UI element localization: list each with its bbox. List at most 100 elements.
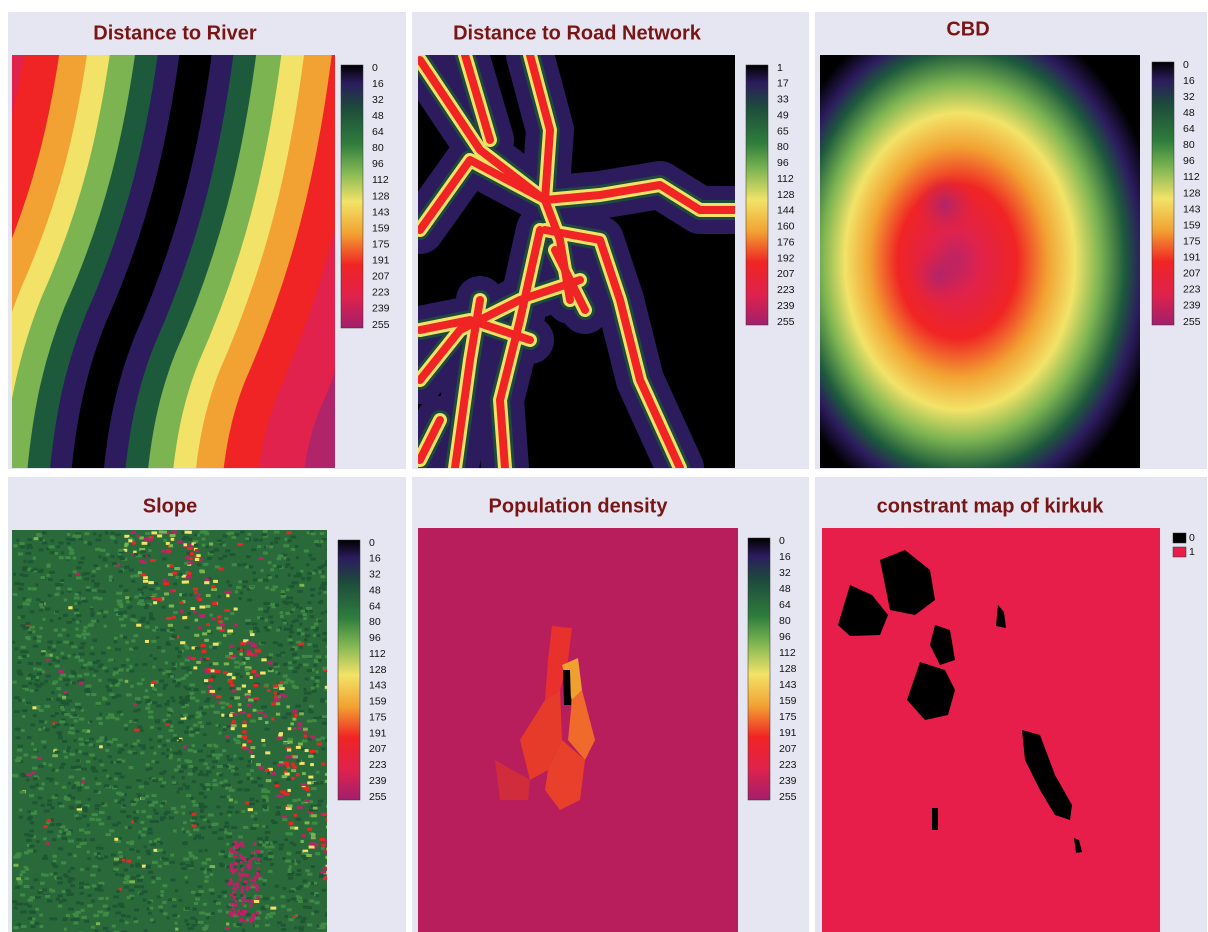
slope-cell — [160, 628, 166, 632]
slope-cell — [22, 574, 29, 578]
slope-cell — [104, 564, 109, 568]
slope-cell — [107, 678, 111, 682]
slope-cell — [252, 626, 259, 630]
slope-cell — [227, 785, 232, 789]
slope-cell — [324, 779, 327, 783]
slope-cell — [115, 911, 122, 915]
slope-cell — [136, 682, 143, 686]
slope-cell — [128, 848, 135, 852]
slope-cell — [281, 716, 288, 720]
slope-cell — [162, 743, 167, 747]
slope-cell — [288, 634, 292, 638]
slope-cell — [159, 804, 163, 808]
slope-cell — [87, 797, 91, 801]
slope-cell — [322, 877, 327, 881]
slope-cell — [18, 698, 22, 702]
slope-cell — [51, 917, 58, 921]
slope-cell — [267, 855, 274, 859]
slope-cell — [80, 666, 86, 670]
slope-cell — [315, 670, 319, 674]
slope-cell — [23, 885, 30, 889]
slope-cell — [255, 911, 259, 915]
slope-cell — [25, 701, 32, 705]
slope-cell — [36, 707, 40, 711]
slope-cell — [249, 802, 255, 806]
slope-cell — [225, 910, 231, 914]
slope-cell — [112, 823, 118, 827]
slope-cell — [136, 534, 140, 538]
slope-cell — [198, 558, 203, 562]
slope-cell — [163, 812, 168, 816]
slope-cell — [109, 693, 115, 697]
slope-cell — [189, 552, 194, 556]
slope-cell — [49, 888, 53, 892]
slope-cell — [264, 904, 270, 908]
slope-cell — [282, 619, 287, 623]
slope-cell — [51, 648, 56, 652]
slope-cell — [241, 735, 248, 739]
slope-cell — [43, 825, 48, 829]
slope-cell — [166, 564, 172, 568]
slope-cell — [128, 766, 134, 770]
slope-cell — [79, 885, 84, 889]
slope-cell — [206, 770, 212, 774]
slope-cell — [88, 743, 94, 747]
slope-cell — [76, 566, 82, 570]
slope-cell — [260, 641, 266, 645]
slope-cell — [298, 606, 303, 610]
slope-cell — [114, 837, 119, 841]
slope-cell — [290, 888, 296, 892]
slope-cell — [251, 670, 257, 674]
slope-cell — [190, 818, 196, 822]
slope-cell — [136, 810, 140, 814]
legend-label: 255 — [372, 319, 390, 331]
slope-cell — [67, 793, 72, 797]
legend-label: 80 — [372, 142, 384, 154]
slope-cell — [36, 532, 41, 536]
slope-cell — [126, 914, 131, 918]
slope-cell — [130, 684, 134, 688]
slope-cell — [279, 687, 285, 691]
slope-cell — [253, 684, 259, 688]
slope-cell — [17, 552, 23, 556]
slope-cell — [199, 783, 204, 787]
slope-cell — [23, 865, 28, 869]
slope-cell — [100, 651, 106, 655]
slope-cell — [115, 612, 120, 616]
slope-cell — [321, 922, 327, 926]
slope-cell — [93, 789, 99, 793]
slope-cell — [85, 692, 90, 696]
slope-cell — [120, 914, 126, 918]
slope-cell — [194, 646, 201, 650]
slope-cell — [20, 910, 25, 914]
slope-cell — [313, 622, 319, 626]
slope-cell — [145, 532, 151, 536]
slope-cell — [312, 633, 318, 637]
slope-cell — [74, 602, 78, 606]
slope-cell — [307, 872, 313, 876]
slope-cell — [242, 724, 247, 728]
legend-label: 239 — [1183, 300, 1201, 312]
slope-cell — [73, 608, 79, 612]
slope-cell — [78, 706, 82, 710]
slope-cell — [283, 741, 288, 745]
slope-cell — [264, 830, 271, 834]
slope-cell — [125, 596, 130, 600]
slope-cell — [39, 626, 43, 630]
slope-cell — [102, 557, 107, 561]
slope-cell — [264, 683, 269, 687]
legend-label: 80 — [1183, 139, 1195, 151]
slope-cell — [151, 875, 156, 879]
slope-cell — [248, 861, 252, 865]
slope-cell — [193, 856, 198, 860]
slope-cell — [50, 539, 55, 543]
slope-cell — [23, 559, 27, 563]
slope-cell — [80, 642, 86, 646]
slope-cell — [165, 754, 170, 758]
slope-cell — [19, 790, 26, 794]
slope-cell — [85, 729, 91, 733]
slope-cell — [291, 608, 295, 612]
slope-cell — [27, 916, 33, 920]
slope-cell — [17, 616, 22, 620]
slope-cell — [132, 703, 137, 707]
